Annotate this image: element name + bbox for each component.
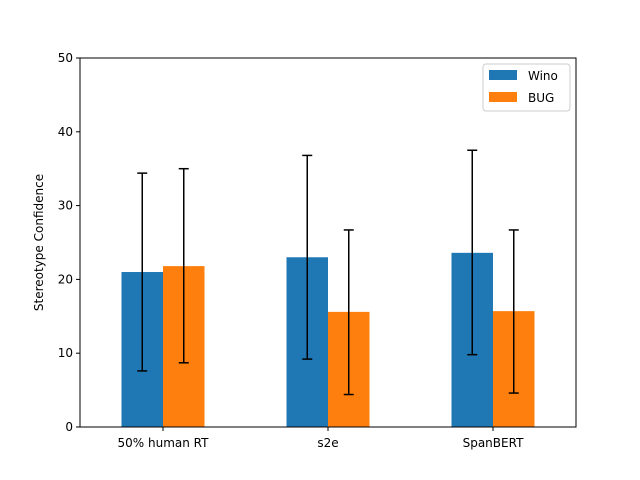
errorbar-bug-0: [178, 167, 189, 364]
errorbar-bug-1: [343, 229, 354, 396]
errorbar-wino-0: [137, 172, 148, 372]
errorbar-wino-1: [302, 154, 313, 360]
legend-label-wino: Wino: [528, 69, 558, 83]
legend-swatch-wino: [489, 70, 517, 80]
y-tick-label: 20: [58, 272, 73, 286]
x-tick-label: 50% human RT: [118, 436, 210, 450]
legend-label-bug: BUG: [528, 91, 554, 105]
y-axis-ticks: 0 10 20 30 40 50: [58, 51, 80, 434]
x-tick-label: SpanBERT: [463, 436, 524, 450]
y-tick-label: 40: [58, 125, 73, 139]
legend: Wino BUG: [482, 63, 571, 112]
x-axis-ticks: 50% human RT s2e SpanBERT: [118, 427, 524, 450]
y-tick-label: 50: [58, 51, 73, 65]
y-tick-label: 0: [65, 420, 73, 434]
legend-swatch-bug: [489, 92, 517, 102]
errorbar-wino-2: [467, 149, 478, 356]
y-tick-label: 30: [58, 199, 73, 213]
y-axis-label: Stereotype Confidence: [32, 174, 46, 311]
errorbars-group: [137, 149, 519, 396]
y-tick-label: 10: [58, 346, 73, 360]
x-tick-label: s2e: [317, 436, 338, 450]
errorbar-bug-2: [508, 229, 519, 394]
